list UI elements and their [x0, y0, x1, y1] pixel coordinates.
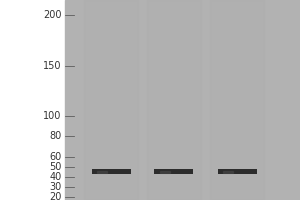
Bar [154, 169, 194, 174]
Text: 80: 80 [49, 131, 62, 141]
Text: 200: 200 [43, 10, 62, 20]
Text: 50: 50 [49, 162, 62, 172]
Bar [98, 171, 107, 173]
Text: 60: 60 [49, 152, 62, 162]
Text: 150: 150 [43, 61, 62, 71]
Bar [218, 169, 256, 174]
Bar [64, 0, 300, 200]
Bar [147, 0, 201, 200]
Bar [224, 171, 233, 173]
Bar [210, 0, 264, 200]
Bar [84, 0, 138, 200]
Text: 40: 40 [49, 172, 62, 182]
Text: 30: 30 [49, 182, 62, 192]
Bar [92, 169, 130, 174]
Text: 100: 100 [43, 111, 62, 121]
Text: 20: 20 [49, 192, 62, 200]
Bar [160, 171, 170, 173]
